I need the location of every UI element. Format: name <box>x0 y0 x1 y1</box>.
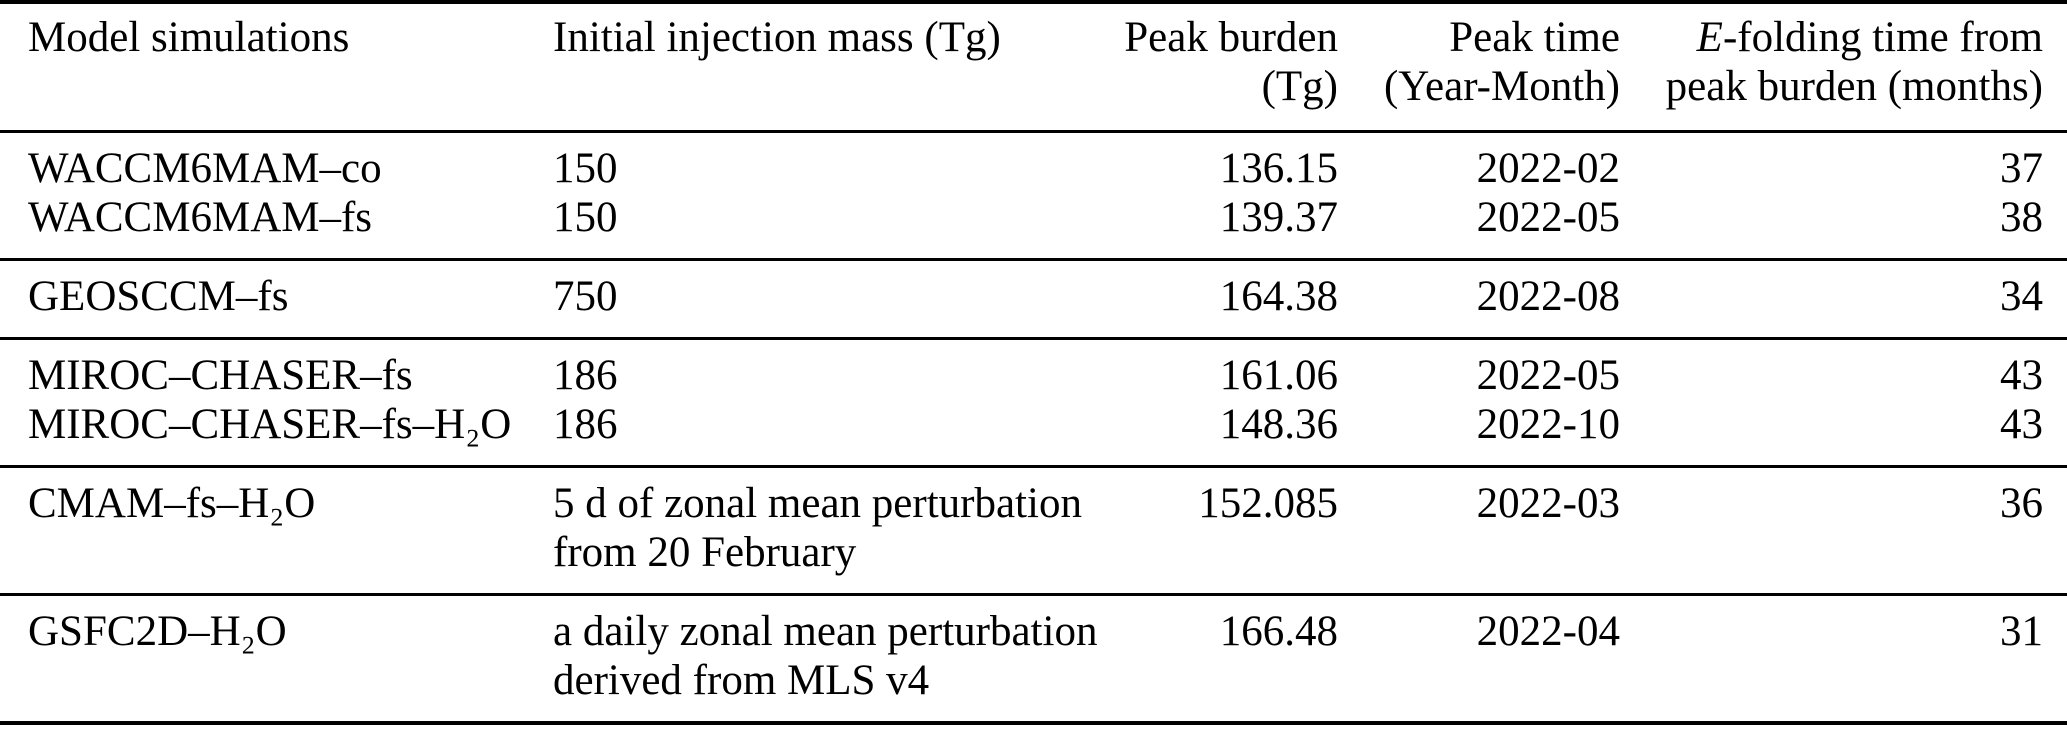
table-row: GSFC2D–H₂O a daily zonal mean perturbati… <box>0 595 2067 724</box>
cell-peak-time: 2022-10 <box>1476 401 1620 448</box>
mass-line: derived from MLS v4 <box>553 657 930 704</box>
mass-line: 750 <box>553 273 618 320</box>
cell-peak-burden: 152.085 <box>1198 480 1338 527</box>
header-line: (Tg) <box>1261 63 1338 110</box>
cell-peak-burden: 166.48 <box>1219 608 1338 655</box>
cell-model: WACCM6MAM–co <box>28 145 382 192</box>
col-header-efolding-time: E-folding time from peak burden (months) <box>1620 2 2067 133</box>
cell-peak-burden: 161.06 <box>1219 352 1338 399</box>
header-line: (Year-Month) <box>1383 63 1620 110</box>
cell-efolding-time: 43 <box>2000 352 2043 399</box>
mass-line: from 20 February <box>553 529 857 576</box>
table-row: MIROC–CHASER–fs 186 161.06 2022-05 43 <box>0 339 2067 401</box>
header-row: Model simulations Initial injection mass… <box>0 2 2067 133</box>
group-miroc-chaser: MIROC–CHASER–fs 186 161.06 2022-05 43 MI… <box>0 338 2067 467</box>
cell-model: CMAM–fs–H₂O <box>28 480 316 527</box>
cell-initial-mass: 150 <box>553 132 1035 194</box>
cell-efolding-time: 36 <box>2000 480 2043 527</box>
cell-efolding-time: 34 <box>2000 273 2043 320</box>
header-line: Peak time <box>1449 14 1620 61</box>
cell-efolding-time: 31 <box>2000 608 2043 655</box>
mass-line: 150 <box>553 145 618 192</box>
cell-peak-burden: 139.37 <box>1219 194 1338 241</box>
cell-initial-mass: 186 <box>553 400 1035 467</box>
mass-line: 150 <box>553 194 618 241</box>
table-row: WACCM6MAM–co 150 136.15 2022-02 37 <box>0 132 2067 194</box>
table-row: WACCM6MAM–fs 150 139.37 2022-05 38 <box>0 193 2067 260</box>
cell-initial-mass: 150 <box>553 193 1035 260</box>
cell-peak-time: 2022-05 <box>1476 194 1620 241</box>
mass-line: 186 <box>553 352 618 399</box>
cell-initial-mass: 750 <box>553 260 1035 339</box>
cell-peak-time: 2022-03 <box>1476 480 1620 527</box>
cell-peak-burden: 148.36 <box>1219 401 1338 448</box>
col-header-peak-time: Peak time (Year-Month) <box>1338 2 1620 133</box>
cell-efolding-time: 37 <box>2000 145 2043 192</box>
table-row: MIROC–CHASER–fs–H₂O 186 148.36 2022-10 4… <box>0 400 2067 467</box>
cell-model: GEOSCCM–fs <box>28 273 289 320</box>
cell-peak-time: 2022-02 <box>1476 145 1620 192</box>
header-line: Peak burden <box>1124 14 1338 61</box>
header-line: E-folding time from <box>1620 13 2043 62</box>
col-header-initial-injection-mass: Initial injection mass (Tg) <box>553 2 1035 133</box>
cell-peak-burden: 136.15 <box>1219 145 1338 192</box>
mass-line: a daily zonal mean perturbation <box>553 608 1098 655</box>
cell-model: MIROC–CHASER–fs <box>28 352 413 399</box>
cell-model: GSFC2D–H₂O <box>28 608 287 655</box>
group-geosccm: GEOSCCM–fs 750 164.38 2022-08 34 <box>0 259 2067 339</box>
cell-efolding-time: 43 <box>2000 401 2043 448</box>
group-cmam: CMAM–fs–H₂O 5 d of zonal mean perturbati… <box>0 466 2067 595</box>
table-row: GEOSCCM–fs 750 164.38 2022-08 34 <box>0 260 2067 339</box>
col-header-model-simulations: Model simulations <box>0 2 553 133</box>
cell-peak-burden: 164.38 <box>1219 273 1338 320</box>
italic-e: E <box>1696 14 1723 61</box>
mass-line: 5 d of zonal mean perturbation <box>553 480 1082 527</box>
cell-model: MIROC–CHASER–fs–H₂O <box>28 401 512 448</box>
col-header-peak-burden: Peak burden (Tg) <box>1035 2 1338 133</box>
cell-initial-mass: a daily zonal mean perturbation derived … <box>553 595 1098 724</box>
group-waccm: WACCM6MAM–co 150 136.15 2022-02 37 WACCM… <box>0 131 2067 260</box>
group-gsfc2d: GSFC2D–H₂O a daily zonal mean perturbati… <box>0 594 2067 724</box>
header-line-rest: -folding time from <box>1722 14 2043 61</box>
cell-peak-time: 2022-08 <box>1476 273 1620 320</box>
cell-peak-time: 2022-04 <box>1476 608 1620 655</box>
cell-model: WACCM6MAM–fs <box>28 194 373 241</box>
table-header: Model simulations Initial injection mass… <box>0 2 2067 133</box>
header-line: peak burden (months) <box>1665 63 2043 110</box>
cell-efolding-time: 38 <box>2000 194 2043 241</box>
cell-initial-mass: 5 d of zonal mean perturbation from 20 F… <box>553 467 1082 595</box>
cell-initial-mass: 186 <box>553 339 1035 401</box>
mass-line: 186 <box>553 401 618 448</box>
cell-peak-time: 2022-05 <box>1476 352 1620 399</box>
table-row: CMAM–fs–H₂O 5 d of zonal mean perturbati… <box>0 467 2067 595</box>
